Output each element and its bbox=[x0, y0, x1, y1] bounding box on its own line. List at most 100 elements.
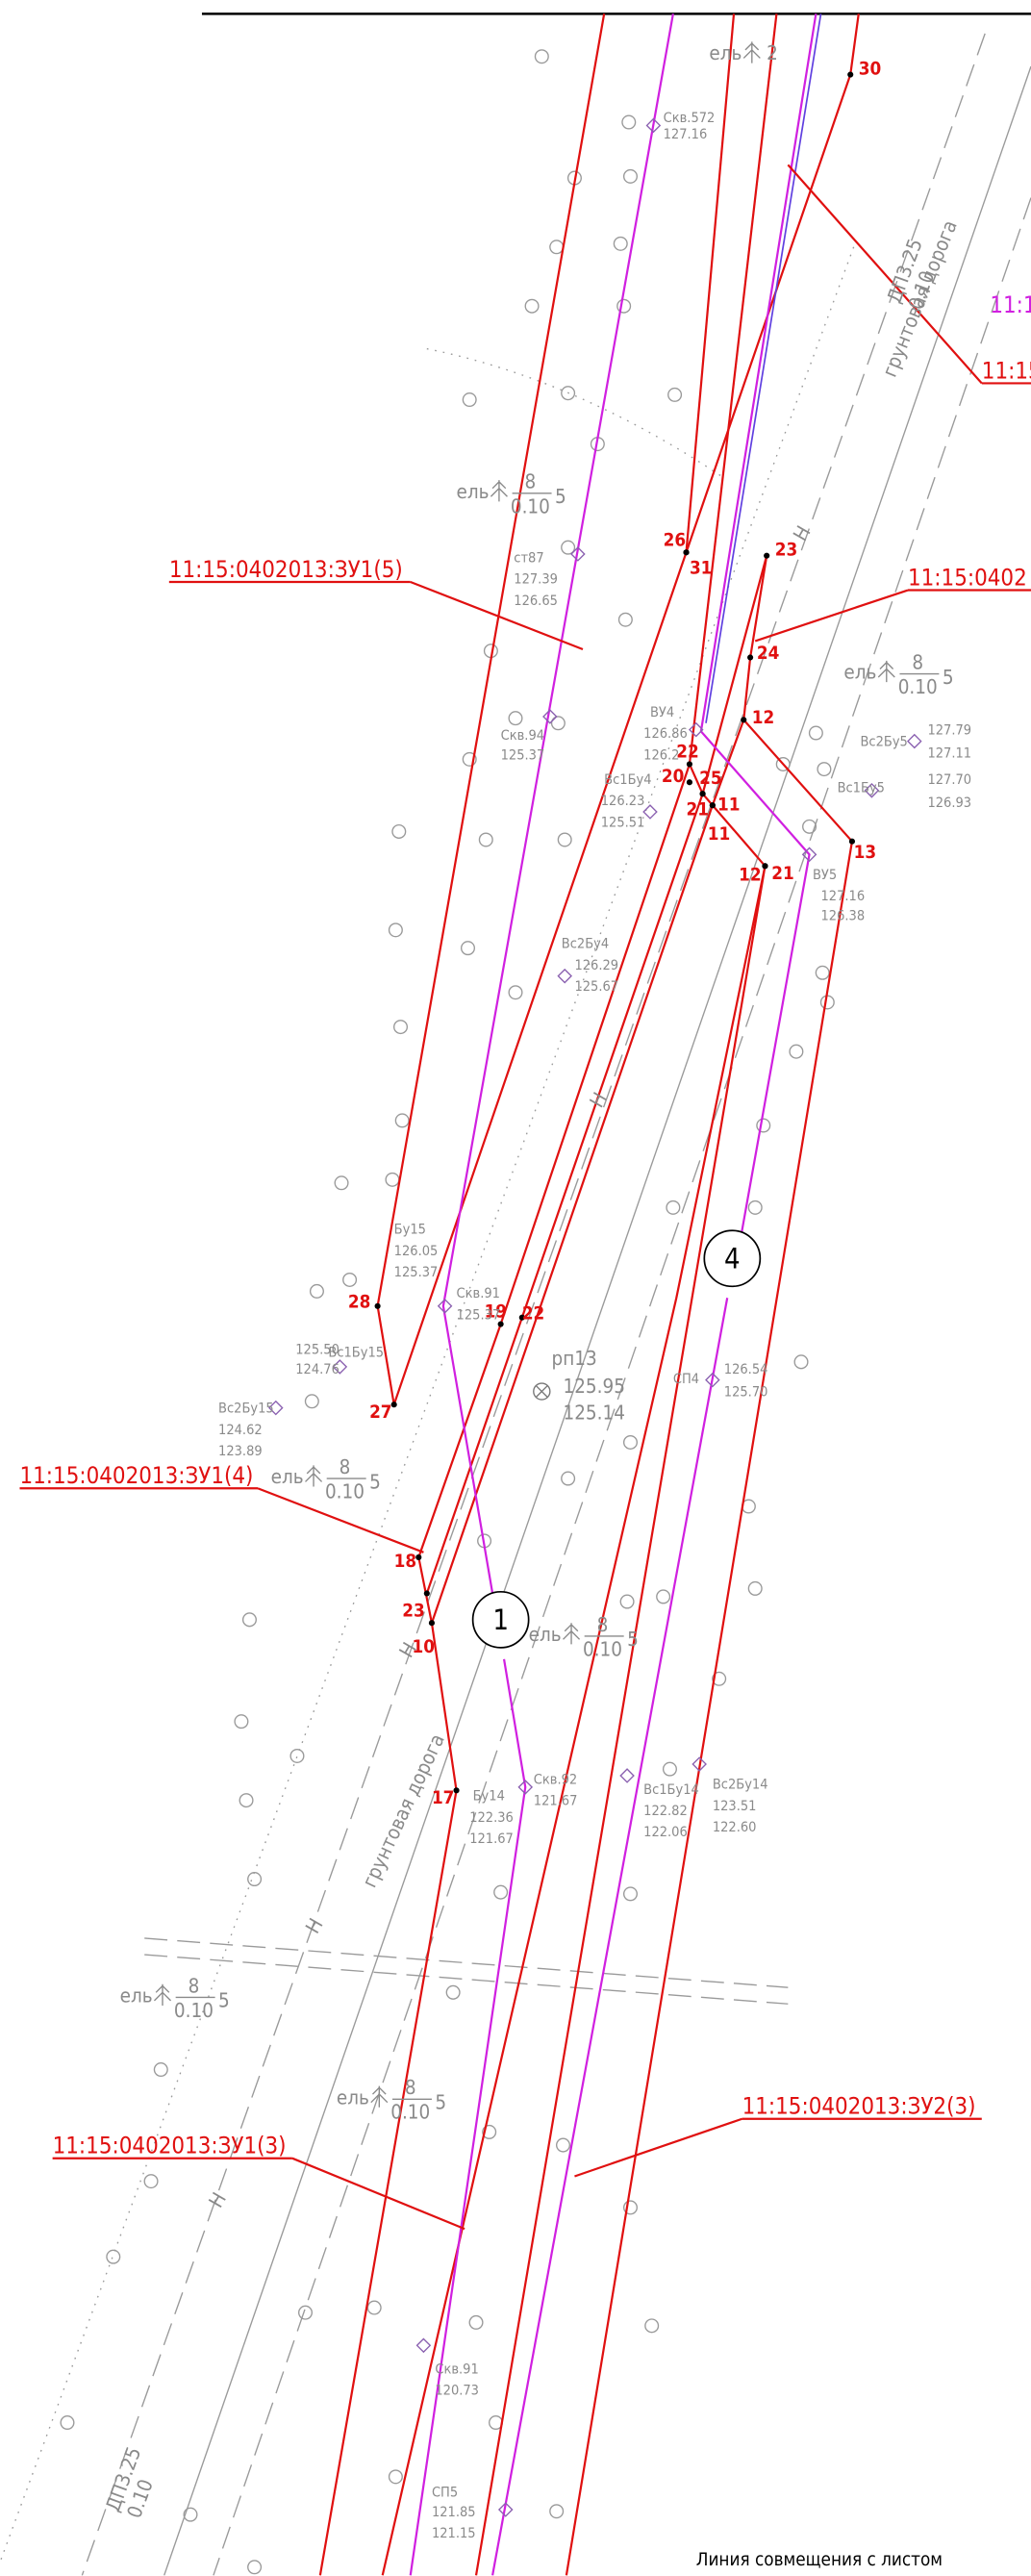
survey-label: 126.86 bbox=[643, 726, 688, 742]
survey-label: 127.16 bbox=[664, 127, 708, 142]
tree bbox=[392, 825, 406, 839]
survey-label: 126.54 bbox=[724, 1362, 768, 1377]
veg-value: 5 bbox=[435, 2091, 446, 2114]
survey-label: 121.67 bbox=[534, 1794, 578, 1809]
point-number: 26 bbox=[664, 530, 687, 550]
survey-label: СП4 bbox=[673, 1372, 699, 1387]
survey-label: ВУ4 bbox=[650, 705, 674, 720]
tree bbox=[525, 299, 539, 313]
tree bbox=[803, 821, 817, 834]
survey-label: Скв.91 bbox=[435, 2361, 478, 2377]
fraction-bottom: 0.10 bbox=[511, 494, 550, 518]
leader bbox=[755, 591, 908, 642]
tree bbox=[386, 1174, 399, 1187]
tree bbox=[494, 1885, 508, 1899]
survey-label: 121.67 bbox=[469, 1831, 514, 1847]
tree bbox=[748, 1201, 762, 1215]
tree bbox=[552, 717, 566, 730]
tree bbox=[622, 115, 636, 129]
tree bbox=[666, 1201, 680, 1215]
point-number: 12 bbox=[739, 866, 761, 886]
fraction-top: 8 bbox=[597, 1613, 609, 1636]
vertex bbox=[747, 654, 753, 660]
tree bbox=[243, 1613, 257, 1627]
fraction-top: 8 bbox=[339, 1455, 351, 1478]
tree bbox=[462, 942, 475, 955]
vertex bbox=[762, 863, 767, 869]
fraction-bottom: 0.10 bbox=[583, 1637, 622, 1660]
veg-value: 2 bbox=[767, 41, 778, 64]
vertex bbox=[700, 791, 706, 796]
fraction-top: 8 bbox=[189, 1974, 200, 1997]
zone-number: 1 bbox=[492, 1604, 509, 1636]
survey-label: 127.79 bbox=[927, 723, 971, 739]
leader bbox=[574, 2119, 742, 2177]
point-number: 25 bbox=[699, 769, 722, 789]
tree bbox=[394, 1021, 408, 1034]
point-number: 23 bbox=[775, 541, 797, 561]
zone-line bbox=[492, 1298, 727, 2575]
parcel-label: 11:15:0402013:ЗУ1(4) bbox=[19, 1462, 253, 1489]
survey-label: Вс1Бу4 bbox=[604, 772, 651, 788]
vertex bbox=[687, 779, 692, 785]
point-number: 12 bbox=[752, 708, 775, 728]
species: ель bbox=[709, 41, 742, 64]
survey-label: рп13 bbox=[552, 1347, 597, 1370]
survey-label: 122.82 bbox=[643, 1804, 688, 1819]
zone-number: 4 bbox=[724, 1243, 741, 1275]
tree bbox=[817, 763, 831, 776]
vertex bbox=[429, 1620, 435, 1626]
tree-icon bbox=[154, 1984, 170, 2006]
tree bbox=[614, 238, 627, 251]
fraction-bottom: 0.10 bbox=[390, 2101, 430, 2124]
survey-label: Вс2Бу5 bbox=[860, 735, 907, 750]
fraction-bottom: 0.10 bbox=[898, 675, 938, 698]
survey-label: ст87 bbox=[514, 551, 543, 567]
point-number: 22 bbox=[522, 1303, 545, 1324]
point-number: 22 bbox=[676, 743, 699, 763]
tree bbox=[748, 1582, 762, 1596]
survey-label: 125.14 bbox=[564, 1402, 625, 1425]
tree bbox=[645, 2319, 659, 2333]
tree bbox=[668, 389, 682, 402]
survey-label: 125.37 bbox=[394, 1265, 439, 1280]
survey-label: Вс1Бу5 bbox=[838, 780, 885, 796]
tree bbox=[306, 1395, 319, 1408]
vertex bbox=[741, 717, 746, 722]
tree bbox=[624, 170, 638, 184]
survey-mark bbox=[620, 1769, 634, 1782]
tree bbox=[446, 1985, 460, 1999]
page: {"parcel_labels":["11:15:0402013:ЗУ1(5)"… bbox=[0, 0, 1031, 2576]
point-number: 28 bbox=[348, 1292, 371, 1312]
survey-label: Вс1Бу14 bbox=[643, 1782, 699, 1798]
species: ель bbox=[120, 1984, 153, 2008]
survey-label: ВУ5 bbox=[813, 868, 837, 883]
tree bbox=[757, 1119, 770, 1132]
parcel-line bbox=[703, 556, 767, 795]
leader bbox=[292, 2159, 465, 2229]
survey-label: 126.38 bbox=[821, 909, 866, 924]
veg-value: 5 bbox=[627, 1628, 639, 1651]
survey-label: 125.37 bbox=[457, 1307, 501, 1323]
survey-label: 125.51 bbox=[601, 815, 645, 830]
survey-label: 124.62 bbox=[218, 1423, 263, 1438]
vertex bbox=[710, 802, 716, 808]
boundary-dotted bbox=[427, 349, 722, 477]
survey-label: 123.89 bbox=[218, 1444, 263, 1459]
tree bbox=[367, 2301, 381, 2314]
tree bbox=[469, 2316, 483, 2330]
point-number: 23 bbox=[402, 1601, 425, 1621]
vertex bbox=[764, 553, 769, 559]
survey-label: Вс2Бу4 bbox=[562, 937, 609, 952]
road-label: грунтовая дорога bbox=[358, 1730, 449, 1891]
tree bbox=[535, 50, 548, 63]
vertex bbox=[683, 549, 689, 555]
survey-label: 122.60 bbox=[713, 1820, 757, 1835]
tree bbox=[624, 1436, 638, 1450]
survey-label: 122.36 bbox=[469, 1810, 514, 1826]
parcel-label: 11:1 bbox=[990, 291, 1031, 318]
roads bbox=[0, 34, 1031, 2575]
tree bbox=[794, 1355, 808, 1369]
tree-icon bbox=[878, 661, 894, 682]
road-edge bbox=[144, 1955, 788, 2004]
